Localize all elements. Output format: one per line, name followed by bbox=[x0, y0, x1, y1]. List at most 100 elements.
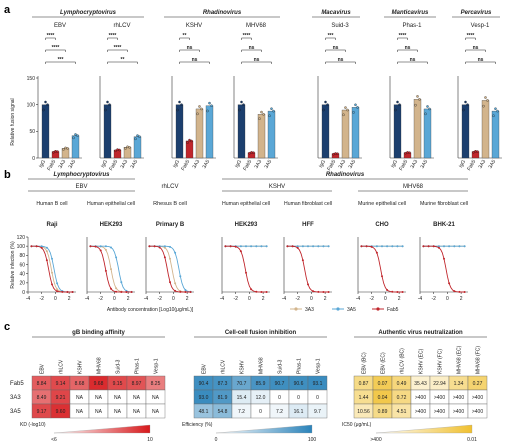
point-3a5 bbox=[322, 245, 325, 248]
point-3a5 bbox=[250, 245, 253, 248]
sig-label: ns bbox=[473, 45, 479, 51]
x-cat-label: Fab5 bbox=[108, 159, 119, 172]
y-tick-label: 0 bbox=[22, 290, 25, 296]
point-3a5 bbox=[51, 257, 53, 260]
x-cat-label: 3A3 bbox=[254, 159, 264, 170]
point-fab5 bbox=[30, 245, 33, 248]
legend-swatch-dot bbox=[294, 307, 298, 311]
replicate-point bbox=[124, 147, 127, 150]
sig-label: *** bbox=[58, 57, 64, 63]
x-cat-label: 3A3 bbox=[120, 159, 130, 170]
x-cat-label: 3A5 bbox=[348, 159, 358, 170]
point-fab5 bbox=[174, 289, 177, 292]
heatmap-value: NA bbox=[114, 409, 122, 415]
b-virus-label: EBV bbox=[75, 184, 87, 190]
point-3a5 bbox=[115, 256, 118, 259]
cell-type-label: Human B cell bbox=[36, 201, 67, 207]
point-fab5 bbox=[245, 271, 247, 274]
replicate-point bbox=[196, 112, 199, 116]
x-tick-label: -2 bbox=[295, 296, 300, 302]
point-fab5 bbox=[291, 245, 294, 248]
b-group-label-0: Lymphocryptovirus bbox=[53, 172, 110, 178]
replicate-point bbox=[180, 103, 183, 106]
replicate-point bbox=[210, 104, 213, 107]
replicate-point bbox=[62, 148, 65, 151]
replicate-point bbox=[406, 151, 409, 154]
replicate-point bbox=[326, 103, 329, 106]
point-fab5 bbox=[153, 245, 156, 248]
point-3a3 bbox=[163, 246, 166, 249]
x-cat-label: Fab5 bbox=[466, 159, 477, 172]
b-group-label-1: Rhadinovirus bbox=[326, 172, 365, 178]
replicate-point bbox=[424, 112, 427, 116]
point-fab5 bbox=[130, 291, 133, 293]
sig-bracket bbox=[241, 61, 272, 64]
replicate-point bbox=[474, 150, 477, 153]
replicate-point bbox=[208, 101, 211, 105]
point-fab5 bbox=[51, 283, 53, 286]
y-tick-label: 20 bbox=[19, 281, 25, 287]
point-fab5 bbox=[115, 290, 118, 293]
column-label: MHV68 bbox=[97, 357, 103, 374]
sig-label: ns bbox=[338, 57, 344, 63]
replicate-point bbox=[106, 100, 109, 104]
heatmap-value: 7.2 bbox=[276, 409, 283, 415]
y-tick-label: 0 bbox=[32, 156, 35, 162]
x-cat-label: 3A5 bbox=[420, 159, 430, 170]
group-label-3: Manticavirus bbox=[392, 10, 429, 16]
sig-bracket bbox=[325, 37, 336, 40]
heatmap-value: 93.0 bbox=[199, 395, 209, 401]
heatmap-value: 8.68 bbox=[75, 381, 85, 387]
panel-b-ylabel: Relative infection (%) bbox=[10, 241, 16, 289]
x-cat-label: 3A3 bbox=[338, 159, 348, 170]
point-fab5 bbox=[255, 290, 258, 293]
fusion-chart-vesp-1: Vesp-1 IgG Fab5 3A3 3A5 **** ns ns bbox=[457, 23, 502, 172]
sig-bracket bbox=[465, 49, 486, 52]
panel-b-infection-curves: Lymphocryptovirus Rhadinovirus EBV rhLCV KSH… bbox=[10, 172, 468, 313]
replicate-point bbox=[414, 103, 417, 107]
heatmap-value: 8.97 bbox=[132, 381, 142, 387]
heatmap-value: >400 bbox=[472, 395, 483, 401]
replicate-point bbox=[494, 107, 497, 110]
heatmap-value: 70.7 bbox=[237, 381, 247, 387]
sig-bracket bbox=[179, 37, 190, 40]
x-tick-label: -2 bbox=[98, 296, 103, 302]
infection-curve-cho: Murine epithelial cell CHO -4 -2 0 2 bbox=[356, 201, 406, 302]
x-cat-label: 3A3 bbox=[58, 159, 68, 170]
heatmap-title: Authentic virus neutralization bbox=[378, 330, 463, 336]
replicate-point bbox=[138, 135, 141, 138]
curve-3a5 bbox=[149, 245, 191, 293]
bar-igg bbox=[321, 104, 330, 159]
heatmap-value: >400 bbox=[472, 409, 483, 415]
x-cat-label: IgG bbox=[172, 159, 181, 169]
column-label: rhLCV bbox=[59, 359, 65, 374]
heatmap-value: 22.94 bbox=[433, 381, 446, 387]
x-tick-label: 2 bbox=[68, 296, 71, 302]
point-3a5 bbox=[437, 245, 440, 248]
cell-type-label: Human epithelial cell bbox=[87, 201, 135, 207]
replicate-point bbox=[426, 105, 429, 108]
column-label: MHV68 (FC) bbox=[476, 346, 482, 374]
sig-label: **** bbox=[467, 33, 475, 39]
fusion-chart-mhv68: MHV68 IgG Fab5 3A3 3A5 **** ns ns bbox=[233, 23, 278, 172]
sig-bracket bbox=[325, 61, 356, 64]
bar-igg bbox=[461, 104, 470, 159]
heatmap-value: NA bbox=[95, 395, 103, 401]
point-fab5 bbox=[463, 291, 466, 293]
heatmap-value: 9.14 bbox=[56, 381, 66, 387]
replicate-point bbox=[336, 152, 339, 155]
point-fab5 bbox=[224, 245, 227, 248]
sig-label: ** bbox=[121, 57, 125, 63]
replicate-point bbox=[178, 100, 181, 104]
heatmap-title: gB binding affinity bbox=[72, 330, 125, 336]
replicate-point bbox=[118, 148, 121, 152]
replicate-point bbox=[476, 150, 479, 153]
x-tick-label: 2 bbox=[460, 296, 463, 302]
replicate-point bbox=[416, 95, 419, 98]
sig-label: ns bbox=[410, 57, 416, 63]
panel-letter-c: c bbox=[4, 321, 10, 333]
heatmap-value: 9.21 bbox=[56, 395, 66, 401]
sig-bracket bbox=[45, 37, 56, 40]
replicate-point bbox=[352, 111, 355, 114]
point-fab5 bbox=[239, 250, 242, 253]
